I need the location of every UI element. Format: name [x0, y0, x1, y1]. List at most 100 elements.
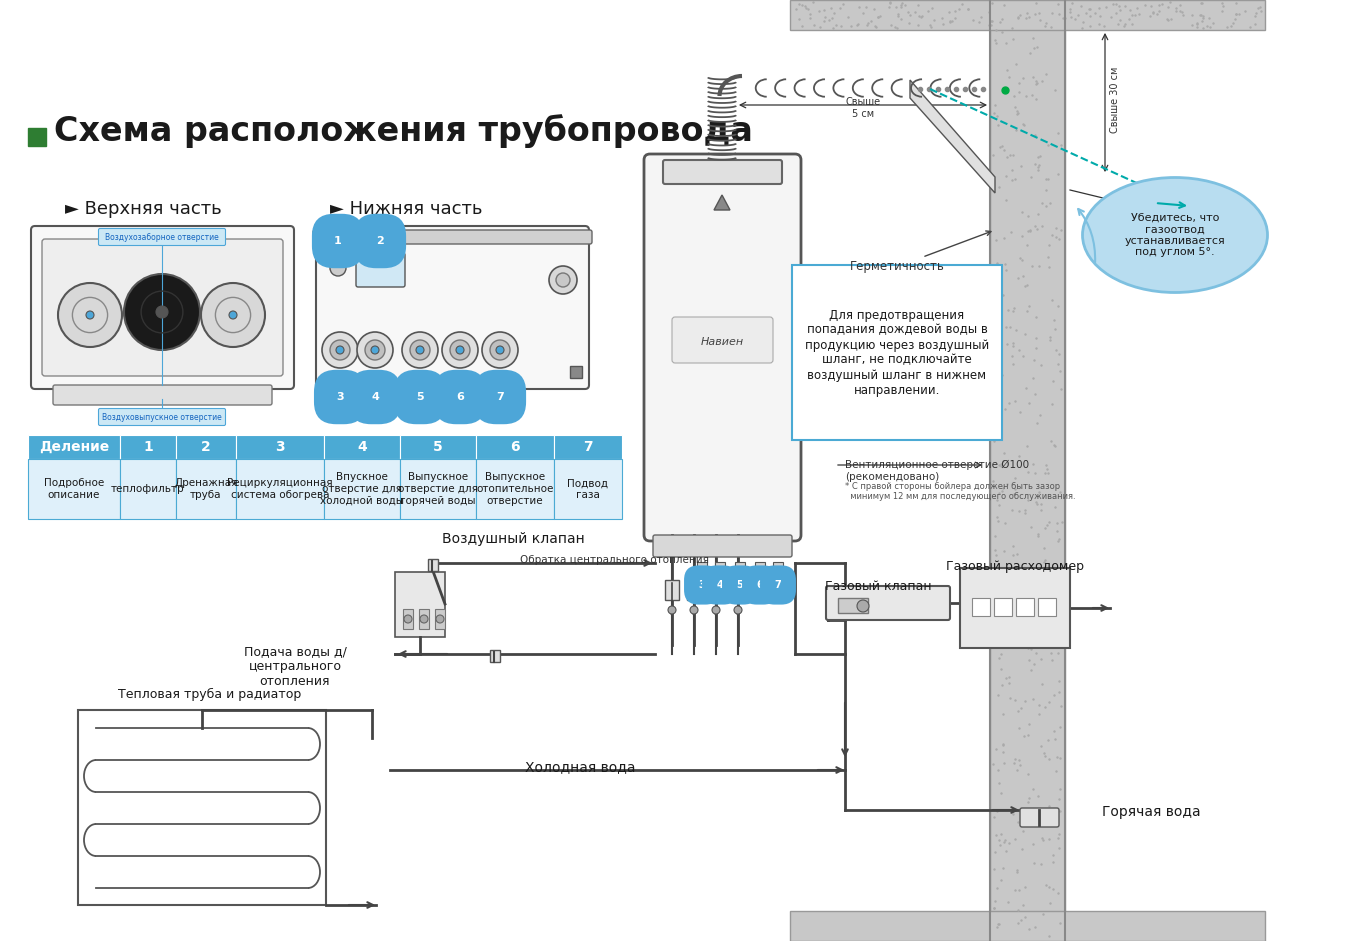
Text: ► Нижняя часть: ► Нижняя часть: [331, 200, 483, 218]
Text: 5: 5: [417, 392, 424, 402]
Text: Навиен: Навиен: [701, 337, 745, 347]
Text: 5°: 5°: [1184, 232, 1198, 242]
Text: * С правой стороны бойлера должен быть зазор
  минимум 12 мм для последующего об: * С правой стороны бойлера должен быть з…: [844, 482, 1075, 502]
Bar: [175, 459, 236, 519]
Circle shape: [436, 615, 444, 623]
Text: Газовый расходомер: Газовый расходомер: [946, 560, 1085, 573]
Text: 6: 6: [757, 580, 764, 590]
Text: ► Верхняя часть: ► Верхняя часть: [65, 200, 221, 218]
Circle shape: [86, 311, 94, 319]
FancyBboxPatch shape: [1020, 808, 1059, 827]
Bar: [401, 435, 476, 459]
Bar: [755, 562, 765, 577]
FancyBboxPatch shape: [643, 154, 801, 541]
Circle shape: [58, 283, 121, 347]
Circle shape: [857, 600, 869, 612]
Circle shape: [403, 615, 411, 623]
Circle shape: [229, 311, 237, 319]
Bar: [434, 609, 445, 629]
Text: 5: 5: [433, 440, 442, 454]
Circle shape: [201, 283, 264, 347]
Text: 1: 1: [143, 440, 152, 454]
Bar: [1016, 598, 1033, 616]
Circle shape: [668, 606, 676, 614]
Text: Воздухозаборное отверстие: Воздухозаборное отверстие: [105, 232, 219, 242]
Circle shape: [549, 266, 577, 294]
FancyBboxPatch shape: [98, 229, 225, 246]
Bar: [324, 435, 401, 459]
Text: 7: 7: [496, 392, 505, 402]
Text: Герметичность: Герметичность: [850, 231, 992, 273]
Bar: [791, 0, 1265, 30]
Text: 7: 7: [583, 440, 592, 454]
Text: Тепловая труба и радиатор: Тепловая труба и радиатор: [119, 688, 302, 701]
Text: Подробное
описание: Подробное описание: [45, 478, 104, 500]
Text: Деление: Деление: [39, 440, 109, 454]
Bar: [735, 562, 745, 577]
Bar: [554, 435, 622, 459]
Text: 1: 1: [335, 236, 341, 246]
Bar: [420, 609, 429, 629]
Bar: [994, 598, 1012, 616]
Text: Впускное
отверстие для
холодной воды: Впускное отверстие для холодной воды: [320, 472, 403, 505]
Bar: [791, 911, 1265, 941]
Bar: [175, 435, 236, 459]
Circle shape: [156, 306, 169, 318]
FancyBboxPatch shape: [316, 226, 590, 389]
Circle shape: [451, 340, 469, 360]
FancyBboxPatch shape: [53, 385, 272, 405]
Text: Свыше 30 см: Свыше 30 см: [1110, 67, 1120, 134]
Text: Воздуховыпускное отверстие: Воздуховыпускное отверстие: [103, 412, 221, 422]
Circle shape: [410, 340, 430, 360]
Bar: [401, 459, 476, 519]
Text: Холодная вода: Холодная вода: [525, 760, 635, 774]
Bar: [120, 435, 175, 459]
Circle shape: [490, 340, 510, 360]
Circle shape: [402, 332, 438, 368]
Bar: [715, 562, 724, 577]
Circle shape: [322, 332, 357, 368]
Bar: [990, 0, 1064, 941]
FancyBboxPatch shape: [826, 586, 950, 620]
Text: 4: 4: [716, 580, 723, 590]
Circle shape: [124, 274, 200, 350]
Circle shape: [331, 340, 349, 360]
Text: Выпускное
отверстие для
горячей воды: Выпускное отверстие для горячей воды: [398, 472, 478, 505]
Bar: [792, 265, 1002, 440]
Bar: [973, 598, 990, 616]
Text: Газовый клапан: Газовый клапан: [826, 580, 932, 593]
Polygon shape: [911, 80, 996, 193]
Bar: [490, 650, 500, 662]
Bar: [324, 459, 401, 519]
Text: теплофильтр: теплофильтр: [111, 484, 185, 494]
Text: 3: 3: [699, 580, 706, 590]
Bar: [476, 459, 554, 519]
Bar: [395, 572, 445, 637]
Bar: [120, 459, 175, 519]
Text: 4: 4: [371, 392, 379, 402]
Circle shape: [420, 615, 428, 623]
Text: 7: 7: [774, 580, 781, 590]
Bar: [1037, 598, 1056, 616]
FancyBboxPatch shape: [313, 230, 592, 244]
Bar: [236, 459, 324, 519]
Bar: [236, 435, 324, 459]
Text: 4: 4: [357, 440, 367, 454]
Bar: [78, 710, 326, 905]
Text: 6: 6: [456, 392, 464, 402]
Text: Подвод
газа: Подвод газа: [568, 478, 608, 500]
Text: Схема расположения трубопровода: Схема расположения трубопровода: [54, 114, 753, 148]
Bar: [28, 128, 46, 146]
FancyBboxPatch shape: [98, 408, 225, 425]
Text: Горячая вода: Горячая вода: [1102, 805, 1201, 819]
Text: 3: 3: [336, 392, 344, 402]
Circle shape: [336, 346, 344, 354]
Text: Выпускное
отопительное
отверстие: Выпускное отопительное отверстие: [476, 472, 553, 505]
Text: Дренажная
труба: Дренажная труба: [174, 478, 237, 500]
FancyBboxPatch shape: [672, 317, 773, 363]
Circle shape: [331, 260, 345, 276]
Text: Подача воды д/
центрального
отопления: Подача воды д/ центрального отопления: [244, 645, 347, 688]
Circle shape: [482, 332, 518, 368]
Circle shape: [556, 273, 571, 287]
Bar: [476, 435, 554, 459]
